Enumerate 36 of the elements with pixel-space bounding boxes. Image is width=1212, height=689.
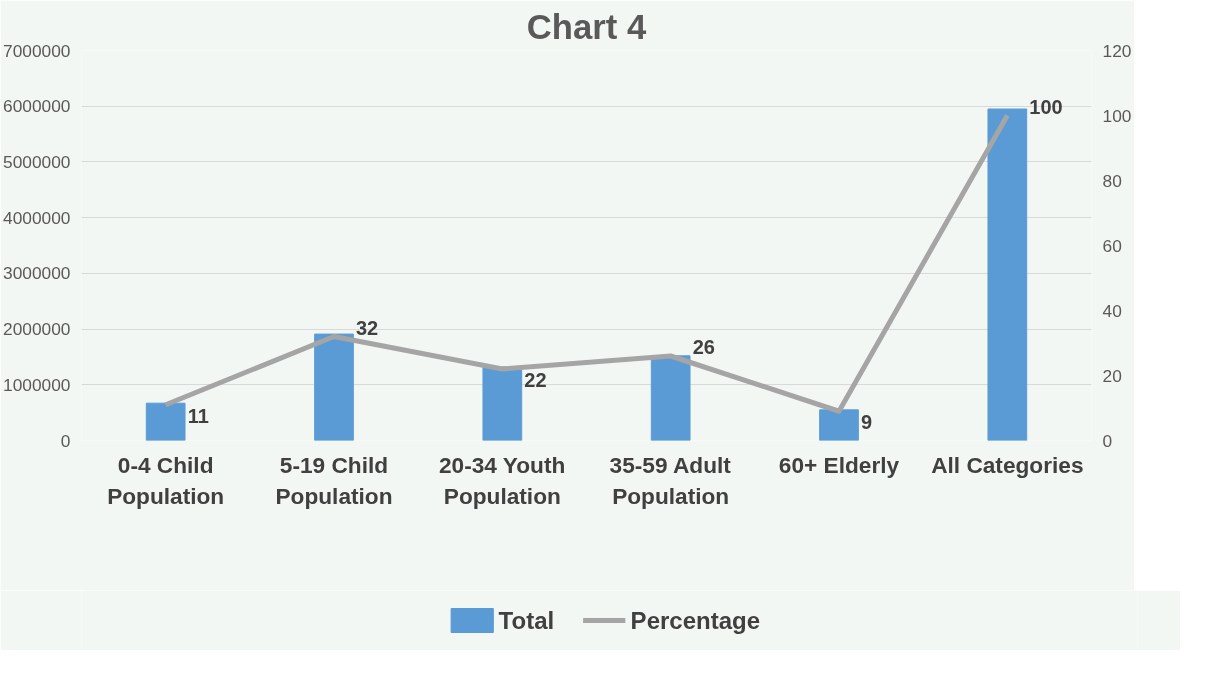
- y2-tick-label: 60: [1102, 235, 1122, 256]
- legend-label: Total: [498, 607, 555, 634]
- y2-tick-label: 100: [1102, 105, 1132, 126]
- y-tick-label: 7000000: [3, 40, 71, 61]
- x-tick-label: 0-4 Child Population: [107, 451, 225, 509]
- bar: [314, 333, 354, 441]
- y-tick-label: 4000000: [3, 207, 71, 228]
- data-label: 100: [1029, 95, 1063, 118]
- bar: [819, 409, 859, 441]
- x-tick-label: 20-34 Youth Population: [438, 451, 566, 509]
- data-label: 26: [692, 336, 715, 358]
- y-tick-label: 5000000: [3, 151, 71, 172]
- bar: [482, 366, 523, 441]
- data-label: 22: [524, 369, 547, 391]
- y2-tick-label: 80: [1102, 170, 1122, 191]
- data-label: 11: [187, 404, 209, 427]
- x-tick-label: 35-59 Adult Population: [609, 451, 732, 509]
- bar: [650, 355, 691, 441]
- y-tick-label: 6000000: [3, 96, 71, 117]
- y2-tick-label: 0: [1102, 430, 1113, 451]
- bar: [987, 108, 1028, 441]
- y2-tick-label: 20: [1102, 365, 1122, 386]
- x-tick-label: 60+ Elderly: [778, 451, 900, 478]
- legend-label: Percentage: [630, 607, 761, 634]
- y-tick-label: 1000000: [3, 374, 71, 395]
- y-tick-label: 3000000: [3, 263, 71, 284]
- bar: [145, 402, 186, 441]
- y-tick-label: 0: [60, 430, 71, 451]
- data-label: 9: [861, 411, 873, 434]
- y2-tick-label: 40: [1102, 300, 1122, 321]
- x-tick-label: All Categories: [931, 451, 1084, 478]
- data-label: 32: [356, 316, 379, 339]
- x-tick-label: 5-19 Child Population: [275, 451, 393, 509]
- y-tick-label: 2000000: [3, 319, 71, 340]
- y2-tick-label: 120: [1102, 40, 1132, 61]
- chart-title: Chart 4: [526, 7, 647, 46]
